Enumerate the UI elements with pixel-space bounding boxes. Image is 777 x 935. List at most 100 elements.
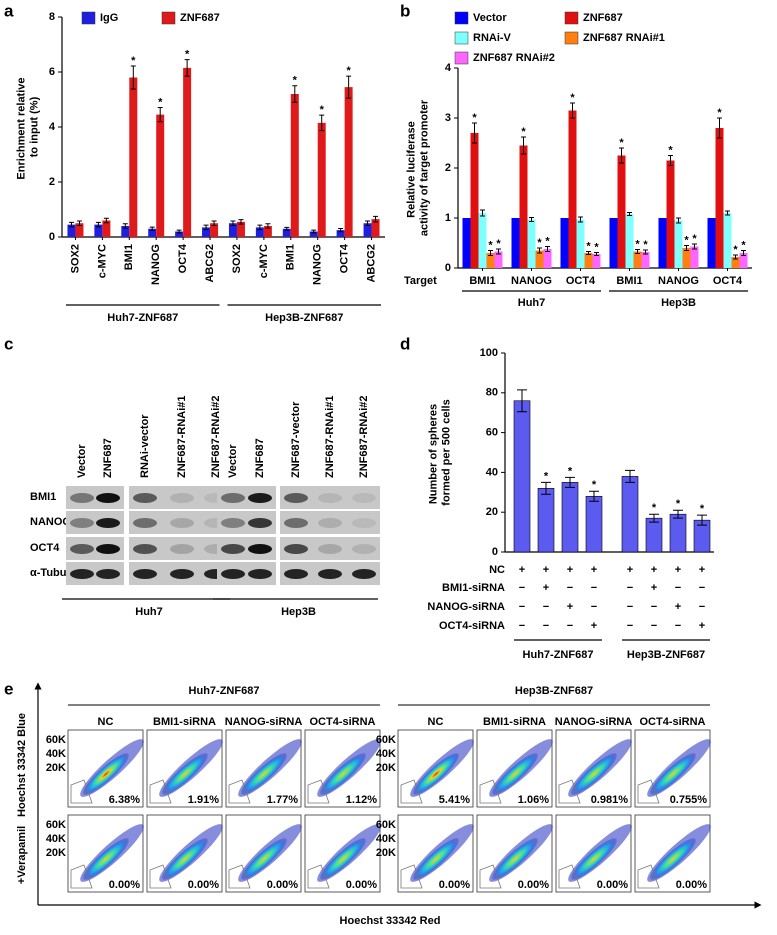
- bar: [739, 253, 748, 268]
- error-bar: [537, 247, 542, 254]
- significance-mark: *: [320, 104, 325, 116]
- plot-tick-label: 40K: [376, 833, 396, 845]
- condition-sign: +: [567, 601, 573, 613]
- blot-row-label: BMI1: [30, 491, 56, 503]
- condition-sign: −: [519, 601, 525, 613]
- y-tick-label: 1: [445, 212, 451, 224]
- legend-label: IgG: [100, 12, 118, 24]
- error-bar: [668, 155, 673, 166]
- error-bar: [319, 114, 325, 132]
- error-bar: [521, 136, 526, 155]
- bar: [658, 218, 667, 268]
- bar: [592, 254, 601, 268]
- x-tick-label: c-MYC: [96, 244, 108, 278]
- density-core: [241, 753, 287, 795]
- lane-label: ZNF687-vector: [290, 401, 302, 478]
- condition-label: NANOG-siRNA: [427, 601, 505, 613]
- density-core: [571, 753, 617, 795]
- error-bar: [649, 513, 659, 523]
- percentage-label: 0.00%: [188, 879, 219, 891]
- bar: [336, 230, 345, 237]
- condition-sign: −: [675, 582, 681, 594]
- bar: [560, 218, 569, 268]
- lane-label: ZNF687-RNAi#2: [358, 395, 370, 478]
- condition-title: NANOG-siRNA: [225, 716, 303, 728]
- condition-title: OCT4-siRNA: [309, 716, 375, 728]
- bar: [363, 223, 372, 237]
- group-label: Huh7-ZNF687: [523, 649, 594, 661]
- error-bar: [130, 65, 136, 90]
- significance-mark: *: [619, 137, 624, 149]
- blot-strip: [280, 511, 380, 534]
- blot-band: [170, 544, 194, 554]
- blot-band: [170, 493, 194, 503]
- gate: [637, 864, 660, 889]
- group-label: Hep3B: [661, 297, 696, 309]
- category-axis-title: Target: [404, 275, 437, 287]
- gate: [400, 864, 423, 889]
- gate: [558, 864, 581, 889]
- error-bar: [480, 209, 485, 217]
- significance-mark: *: [521, 126, 526, 138]
- blot-band: [70, 493, 94, 503]
- condition-sign: −: [627, 582, 633, 594]
- error-bar: [103, 217, 109, 224]
- significance-mark: *: [676, 498, 681, 510]
- condition-sign: +: [543, 564, 549, 576]
- significance-mark: *: [741, 239, 746, 251]
- x-tick-label: OCT4: [339, 243, 351, 273]
- condition-sign: −: [567, 620, 573, 632]
- blot-strip: [66, 486, 124, 509]
- gate: [637, 779, 660, 804]
- blot-band: [221, 544, 245, 554]
- bar: [282, 228, 291, 237]
- y-tick-label: 2: [445, 162, 451, 174]
- blot-strip: [217, 486, 276, 509]
- legend-swatch: [564, 31, 579, 45]
- significance-mark: *: [592, 479, 597, 491]
- blot-band: [70, 569, 94, 579]
- x-tick-label: SOX2: [69, 244, 81, 273]
- bar: [645, 517, 663, 553]
- blot-band: [96, 544, 120, 554]
- bar: [202, 227, 211, 237]
- significance-mark: *: [643, 239, 648, 251]
- condition-sign: +: [567, 564, 573, 576]
- panel-label: d: [400, 334, 410, 353]
- error-bar: [717, 117, 722, 139]
- blot-band: [70, 518, 94, 528]
- percentage-label: 0.00%: [597, 879, 628, 891]
- y-tick-label: 8: [49, 11, 55, 23]
- significance-mark: *: [652, 502, 657, 514]
- legend-label: ZNF687: [180, 12, 220, 24]
- blot-band: [248, 493, 272, 503]
- plot-tick-label: 20K: [376, 847, 396, 859]
- bar: [519, 145, 528, 268]
- gate: [558, 779, 581, 804]
- y-tick-label: 0: [49, 231, 55, 243]
- group-label: Huh7-ZNF687: [107, 312, 178, 324]
- condition-title: NANOG-siRNA: [555, 716, 633, 728]
- condition-sign: +: [591, 620, 597, 632]
- blot-band: [221, 569, 245, 579]
- x-tick-label: BMI1: [616, 275, 642, 287]
- error-bar: [265, 223, 271, 229]
- blot-row-label: OCT4: [30, 542, 60, 554]
- error-bar: [529, 217, 534, 222]
- plot-tick-label: 40K: [46, 833, 66, 845]
- x-tick-label: SOX2: [231, 244, 243, 273]
- significance-mark: *: [544, 470, 549, 482]
- blot-band: [352, 493, 376, 503]
- bar: [67, 224, 76, 237]
- blot-strip: [217, 562, 276, 585]
- plot-tick-label: 60K: [46, 734, 66, 746]
- error-bar: [541, 481, 551, 495]
- significance-mark: *: [537, 237, 542, 249]
- bar: [543, 249, 552, 268]
- blot-band: [318, 544, 342, 554]
- density-core: [650, 753, 696, 795]
- bar: [537, 488, 555, 553]
- x-tick-label: ABCG2: [365, 244, 377, 283]
- condition-title: BMI1-siRNA: [153, 716, 216, 728]
